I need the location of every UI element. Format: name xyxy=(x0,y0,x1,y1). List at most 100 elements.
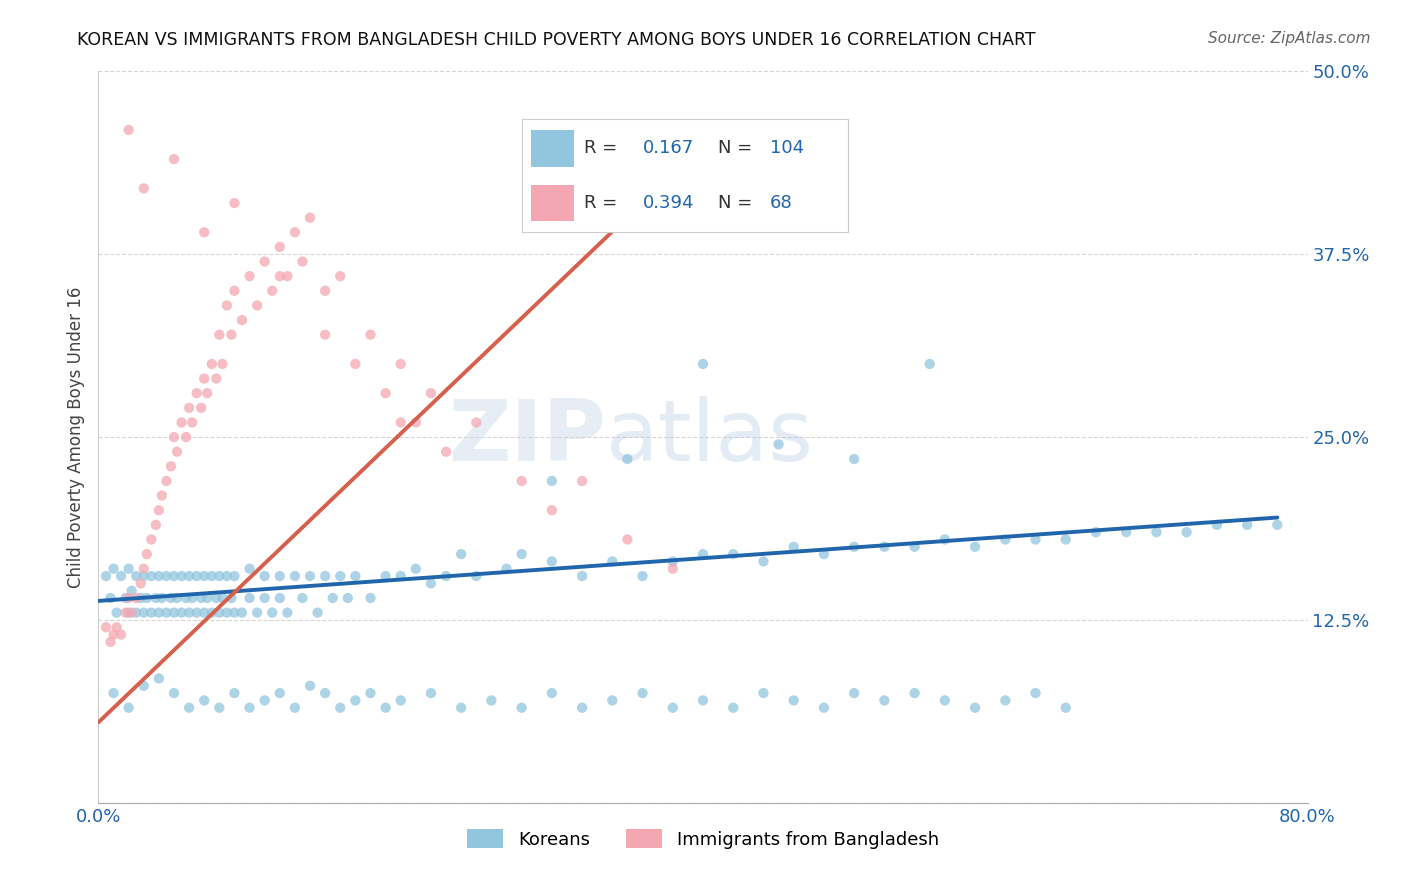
Point xyxy=(150,489,173,503)
Point xyxy=(201,569,224,583)
Point xyxy=(160,459,183,474)
Point xyxy=(193,371,215,385)
Point xyxy=(571,700,593,714)
Point xyxy=(284,569,307,583)
Point xyxy=(844,452,866,467)
Point xyxy=(170,569,193,583)
Point xyxy=(269,240,291,254)
Point xyxy=(114,591,136,605)
Point xyxy=(193,225,215,239)
Point xyxy=(1115,525,1137,540)
Point xyxy=(141,533,163,547)
Point xyxy=(1236,517,1258,532)
Point xyxy=(291,254,314,268)
Point xyxy=(299,569,322,583)
Point xyxy=(105,620,128,634)
Point xyxy=(262,284,284,298)
Point xyxy=(163,686,186,700)
Point xyxy=(1267,517,1289,532)
Point xyxy=(179,401,201,415)
Point xyxy=(465,416,488,430)
Point xyxy=(918,357,941,371)
Point xyxy=(276,606,298,620)
Point xyxy=(211,591,233,605)
Point xyxy=(1024,533,1046,547)
Point xyxy=(190,591,212,605)
Point xyxy=(246,298,269,312)
Point xyxy=(934,693,956,707)
Point xyxy=(540,554,562,568)
Point xyxy=(1144,525,1167,540)
Point xyxy=(186,606,208,620)
Point xyxy=(450,700,472,714)
Point xyxy=(262,606,284,620)
Point xyxy=(132,562,155,576)
Point xyxy=(100,635,122,649)
Point xyxy=(163,569,186,583)
Point xyxy=(314,327,336,342)
Point xyxy=(661,554,683,568)
Point xyxy=(94,569,117,583)
Point xyxy=(752,686,775,700)
Point xyxy=(125,569,148,583)
Point xyxy=(723,700,745,714)
Point xyxy=(231,313,253,327)
Point xyxy=(103,686,125,700)
Point xyxy=(284,225,307,239)
Point xyxy=(141,569,163,583)
Point xyxy=(389,693,412,707)
Point xyxy=(405,562,427,576)
Point xyxy=(141,606,163,620)
Text: Source: ZipAtlas.com: Source: ZipAtlas.com xyxy=(1208,31,1371,46)
Point xyxy=(163,430,186,444)
Point xyxy=(145,517,167,532)
Point xyxy=(873,540,896,554)
Point xyxy=(374,569,396,583)
Point xyxy=(253,693,276,707)
Point xyxy=(571,569,593,583)
Point xyxy=(631,686,654,700)
Point xyxy=(269,591,291,605)
Point xyxy=(174,591,197,605)
Point xyxy=(190,401,212,415)
Point xyxy=(314,569,336,583)
Point xyxy=(205,371,228,385)
Point xyxy=(145,591,167,605)
Point xyxy=(148,606,170,620)
Point xyxy=(994,693,1017,707)
Point xyxy=(125,606,148,620)
Point xyxy=(616,452,638,467)
Point xyxy=(148,672,170,686)
Legend: Koreans, Immigrants from Bangladesh: Koreans, Immigrants from Bangladesh xyxy=(460,822,946,856)
Point xyxy=(389,416,412,430)
Point xyxy=(1206,517,1229,532)
Point xyxy=(118,606,141,620)
Point xyxy=(360,686,382,700)
Point xyxy=(434,569,457,583)
Point xyxy=(965,540,987,554)
Point xyxy=(208,700,231,714)
Point xyxy=(540,686,562,700)
Point xyxy=(284,700,307,714)
Point xyxy=(135,591,157,605)
Point xyxy=(132,679,155,693)
Point xyxy=(276,269,298,284)
Point xyxy=(166,591,188,605)
Point xyxy=(602,693,624,707)
Point xyxy=(148,569,170,583)
Point xyxy=(510,547,533,561)
Point xyxy=(195,591,218,605)
Point xyxy=(405,416,427,430)
Point xyxy=(322,591,344,605)
Point xyxy=(1054,700,1077,714)
Point xyxy=(723,547,745,561)
Point xyxy=(201,357,224,371)
Point xyxy=(105,606,128,620)
Point xyxy=(813,547,835,561)
Point xyxy=(420,686,443,700)
Point xyxy=(253,569,276,583)
Point xyxy=(148,503,170,517)
Point xyxy=(118,562,141,576)
Point xyxy=(783,540,806,554)
Point xyxy=(215,606,238,620)
